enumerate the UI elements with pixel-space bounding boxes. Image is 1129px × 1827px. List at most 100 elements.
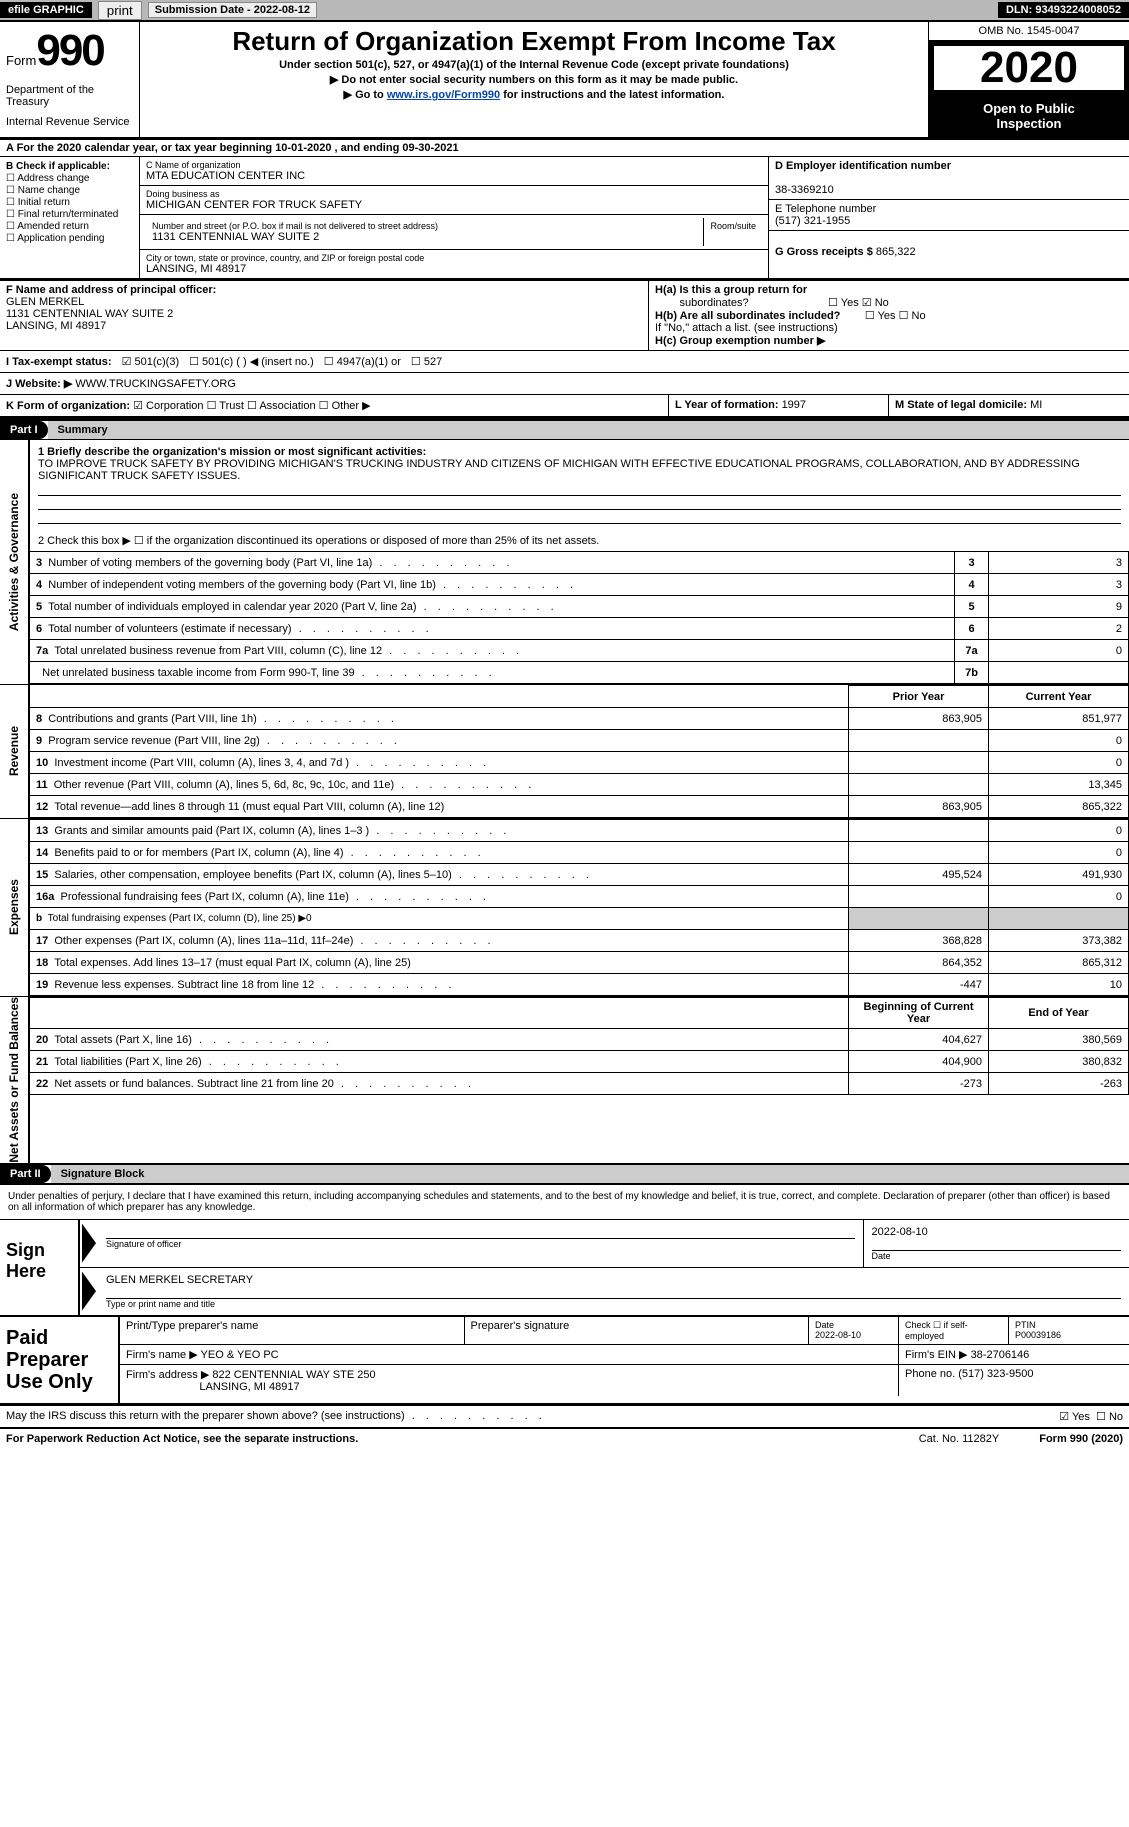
row-desc: Investment income (Part VIII, column (A)… (54, 757, 349, 769)
dept-treasury: Department of the Treasury (6, 84, 133, 108)
row-j-website: J Website: ▶ WWW.TRUCKINGSAFETY.ORG (0, 373, 1129, 395)
signature-arrow-icon (82, 1272, 96, 1311)
firm-ein: 38-2706146 (971, 1349, 1030, 1361)
prep-name-hdr: Print/Type preparer's name (120, 1317, 465, 1344)
row-num: 13 (36, 825, 48, 837)
row-num: b (36, 913, 42, 924)
row-desc: Contributions and grants (Part VIII, lin… (48, 713, 257, 725)
i-label: I Tax-exempt status: (6, 356, 112, 368)
cat-no: Cat. No. 11282Y (919, 1433, 1000, 1445)
row-num: 18 (36, 957, 48, 969)
print-button[interactable]: print (98, 1, 142, 20)
row-prior-shade (849, 908, 989, 930)
cb-name-change[interactable]: Name change (6, 185, 133, 196)
table-row: 9 Program service revenue (Part VIII, li… (30, 730, 1129, 752)
part1-summary: Activities & Governance 1 Briefly descri… (0, 439, 1129, 1163)
tax-year-box: 2020 (929, 41, 1129, 95)
subtitle-2: Do not enter social security numbers on … (146, 73, 922, 86)
k-assoc[interactable]: Association (247, 400, 316, 412)
row-cur: 10 (989, 974, 1129, 996)
i-4947[interactable]: 4947(a)(1) or (324, 355, 401, 368)
row-desc: Net unrelated business taxable income fr… (42, 667, 354, 679)
row-cur: 380,832 (989, 1051, 1129, 1073)
row-desc: Program service revenue (Part VIII, line… (48, 735, 260, 747)
room-label: Room/suite (710, 221, 756, 231)
k-corp[interactable]: Corporation (133, 400, 203, 412)
rev-table: Prior YearCurrent Year 8 Contributions a… (30, 685, 1129, 818)
row-desc: Benefits paid to or for members (Part IX… (54, 847, 343, 859)
may-irs-no[interactable]: No (1096, 1411, 1123, 1423)
row-num: 21 (36, 1056, 48, 1068)
sig-row-1: Signature of officer 2022-08-10 Date (80, 1220, 1129, 1268)
city-label: City or town, state or province, country… (146, 253, 762, 263)
row-desc: Professional fundraising fees (Part IX, … (60, 891, 348, 903)
cb-initial-return[interactable]: Initial return (6, 197, 133, 208)
i-501c3[interactable]: 501(c)(3) (122, 355, 180, 368)
row-cur: 851,977 (989, 708, 1129, 730)
row-num: 11 (36, 779, 48, 791)
k-other[interactable]: Other ▶ (319, 400, 371, 412)
row-box: 4 (955, 574, 989, 596)
cb-address-change[interactable]: Address change (6, 173, 133, 184)
row-i-tax-status: I Tax-exempt status: 501(c)(3) 501(c) ( … (0, 351, 1129, 373)
firm-addr2: LANSING, MI 48917 (199, 1381, 299, 1393)
title-col: Return of Organization Exempt From Incom… (140, 22, 929, 137)
org-name-cell: C Name of organization MTA EDUCATION CEN… (140, 157, 768, 186)
signature-intro: Under penalties of perjury, I declare th… (0, 1183, 1129, 1220)
row-desc: Total liabilities (Part X, line 26) (54, 1056, 201, 1068)
gross-label: G Gross receipts $ (775, 246, 876, 258)
row-desc: Total revenue—add lines 8 through 11 (mu… (54, 801, 444, 813)
cb-application-pending[interactable]: Application pending (6, 233, 133, 244)
block-netassets: Net Assets or Fund Balances Beginning of… (0, 997, 1129, 1163)
row-num: 19 (36, 979, 48, 991)
part1-title: Summary (48, 421, 1129, 439)
prep-ptin-cell: PTINP00039186 (1009, 1317, 1129, 1344)
row-num: 3 (36, 557, 42, 569)
table-row: 4 Number of independent voting members o… (30, 574, 1129, 596)
cb-final-return[interactable]: Final return/terminated (6, 209, 133, 220)
paperwork-note: For Paperwork Reduction Act Notice, see … (6, 1433, 358, 1445)
row-val (989, 662, 1129, 684)
form-990: 990 (36, 26, 103, 75)
vlabel-expenses: Expenses (0, 819, 30, 996)
omb-number: OMB No. 1545-0047 (929, 22, 1129, 41)
cb-amended-return[interactable]: Amended return (6, 221, 133, 232)
hc-label: H(c) Group exemption number ▶ (655, 335, 825, 347)
row-prior: 404,627 (849, 1029, 989, 1051)
ha-yes[interactable]: Yes (828, 297, 859, 309)
open-line2: Inspection (996, 116, 1061, 131)
ha-no[interactable]: No (862, 297, 889, 309)
principal-officer: F Name and address of principal officer:… (0, 281, 649, 350)
gross-value: 865,322 (876, 246, 916, 258)
prep-date-cell: Date2022-08-10 (809, 1317, 899, 1344)
k-trust[interactable]: Trust (207, 400, 244, 412)
mission-block: 1 Briefly describe the organization's mi… (30, 440, 1129, 530)
row-desc: Total unrelated business revenue from Pa… (54, 645, 382, 657)
org-name: MTA EDUCATION CENTER INC (146, 170, 762, 182)
row-prior: 404,900 (849, 1051, 989, 1073)
ha-label: H(a) Is this a group return for (655, 284, 807, 296)
sig-officer-cell: Signature of officer (98, 1220, 864, 1267)
part2-title: Signature Block (51, 1165, 1129, 1183)
hb-yes[interactable]: Yes (865, 310, 896, 322)
irs-link[interactable]: www.irs.gov/Form990 (387, 89, 500, 101)
k-label: K Form of organization: (6, 400, 130, 412)
row-prior: 864,352 (849, 952, 989, 974)
efile-label: efile GRAPHIC (0, 2, 92, 18)
submission-date-label: Submission Date - (155, 4, 254, 16)
tel-label: E Telephone number (775, 203, 876, 215)
col-d-right: D Employer identification number 38-3369… (769, 157, 1129, 278)
row-val: 0 (989, 640, 1129, 662)
vlabel-revenue-text: Revenue (7, 726, 21, 776)
ptin-label: PTIN (1015, 1320, 1036, 1330)
may-irs-yes[interactable]: Yes (1059, 1411, 1090, 1423)
line2-discontinued: 2 Check this box ▶ ☐ if the organization… (30, 530, 1129, 551)
row-desc: Net assets or fund balances. Subtract li… (54, 1078, 333, 1090)
row-desc: Number of independent voting members of … (48, 579, 436, 591)
rev-body: Prior YearCurrent Year 8 Contributions a… (30, 685, 1129, 818)
i-527[interactable]: 527 (411, 355, 442, 368)
i-501c[interactable]: 501(c) ( ) ◀ (insert no.) (189, 355, 314, 368)
form-no-footer: Form 990 (2020) (1039, 1433, 1123, 1445)
hb-no[interactable]: No (899, 310, 926, 322)
row-prior: -273 (849, 1073, 989, 1095)
